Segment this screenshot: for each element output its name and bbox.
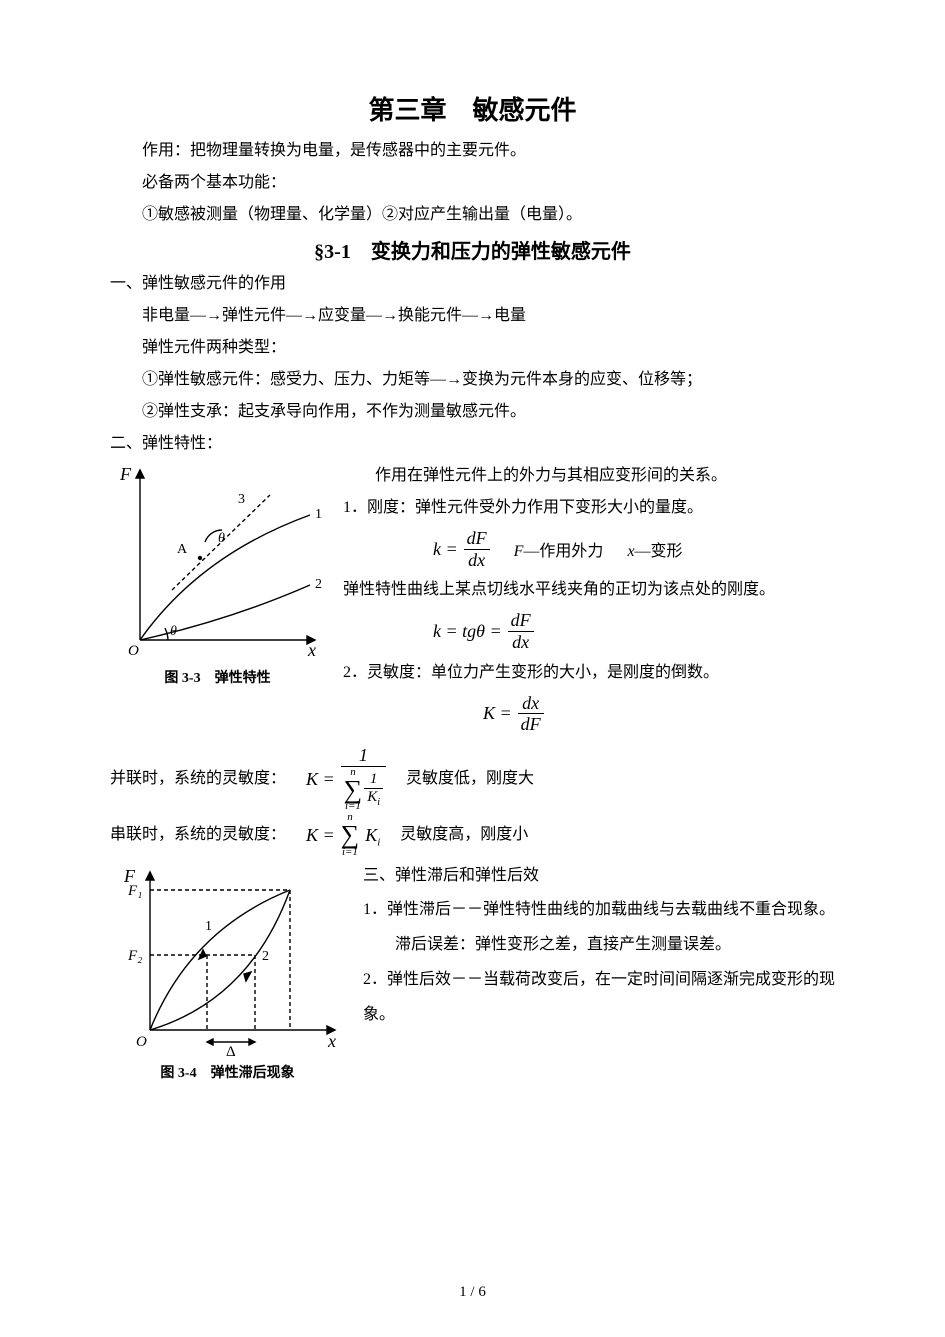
figure-3-3-svg: F x O A θ θ 1 2 3 bbox=[110, 460, 325, 665]
eq-K-sensitivity: K = dx dF bbox=[483, 693, 835, 735]
heading-2: 二、弹性特性： bbox=[110, 428, 835, 460]
eq1-ann1: F—作用外力 bbox=[514, 537, 604, 561]
type-2: ②弹性支承：起支承导向作用，不作为测量敏感元件。 bbox=[110, 396, 835, 428]
eq-k-tan: k = tgθ = dF dx bbox=[433, 610, 835, 652]
parallel-num: 1 bbox=[356, 745, 371, 766]
eq-k-stiffness: k = dF dx F—作用外力 x—变形 bbox=[433, 528, 835, 570]
series-term-sub: i bbox=[377, 836, 380, 848]
eq1-ann1-sym: F bbox=[514, 543, 524, 560]
parallel-lhs: K = bbox=[306, 761, 335, 797]
eq2-num: dF bbox=[508, 610, 534, 631]
flow-line: 非电量—→弹性元件—→应变量—→换能元件—→电量 bbox=[110, 300, 835, 332]
eq3-den: dF bbox=[518, 714, 544, 735]
sec3-p2: 滞后误差：弹性变形之差，直接产生测量误差。 bbox=[363, 927, 835, 962]
figure-3-3-caption: 图 3-3 弹性特性 bbox=[110, 667, 325, 687]
fig34-lbl2: 2 bbox=[262, 949, 269, 964]
type-1: ①弹性敏感元件：感受力、压力、力矩等—→变换为元件本身的应变、位移等； bbox=[110, 364, 835, 396]
elastic-char-row: F x O A θ θ 1 2 3 图 3-3 弹性特性 作用在弹性元件上的外力… bbox=[110, 460, 835, 739]
heading-3: 三、弹性滞后和弹性后效 bbox=[363, 860, 835, 892]
series-row: 串联时，系统的灵敏度： K = n ∑ i=1 Ki 灵敏度高，刚度小 bbox=[110, 812, 835, 857]
parallel-inner-sub: i bbox=[377, 797, 380, 808]
series-sum-bot: i=1 bbox=[342, 847, 358, 858]
sec2-p3: 弹性特性曲线上某点切线水平线夹角的正切为该点处的刚度。 bbox=[343, 574, 835, 606]
figure-3-3: F x O A θ θ 1 2 3 图 3-3 弹性特性 bbox=[110, 460, 325, 687]
series-label: 串联时，系统的灵敏度： bbox=[110, 819, 286, 851]
fig33-F-label: F bbox=[119, 464, 132, 484]
eq3-num: dx bbox=[519, 693, 542, 714]
parallel-sum: n ∑ i=1 bbox=[344, 767, 363, 812]
fig34-x-label: x bbox=[327, 1031, 336, 1051]
eq3-lhs: K = bbox=[483, 703, 512, 724]
fig33-theta1: θ bbox=[218, 531, 225, 546]
page-number: 1 / 6 bbox=[0, 1284, 945, 1301]
intro-p1: 作用：把物理量转换为电量，是传感器中的主要元件。 bbox=[110, 135, 835, 167]
eq1-num: dF bbox=[464, 528, 490, 549]
fig33-lbl2: 2 bbox=[315, 577, 322, 592]
fig34-lbl1: 1 bbox=[205, 919, 212, 934]
fig33-point-A: A bbox=[177, 542, 188, 557]
parallel-inner-num: 1 bbox=[367, 771, 381, 788]
parallel-row: 并联时，系统的灵敏度： K = 1 n ∑ i=1 1 Ki bbox=[110, 745, 835, 812]
types-intro: 弹性元件两种类型： bbox=[110, 332, 835, 364]
figure-3-4: F x O F₁ F₂ 1 2 Δ 图 3-4 弹性滞后现象 bbox=[110, 860, 345, 1082]
sec2-p4: 2．灵敏度：单位力产生变形的大小，是刚度的倒数。 bbox=[343, 657, 835, 689]
figure-3-4-caption: 图 3-4 弹性滞后现象 bbox=[110, 1062, 345, 1082]
hysteresis-row: F x O F₁ F₂ 1 2 Δ 图 3-4 弹性滞后现象 三、弹性滞后和弹性… bbox=[110, 860, 835, 1082]
fig34-delta: Δ bbox=[226, 1044, 236, 1060]
document-page: 第三章 敏感元件 作用：把物理量转换为电量，是传感器中的主要元件。 必备两个基本… bbox=[0, 0, 945, 1337]
parallel-note: 灵敏度低，刚度大 bbox=[406, 763, 534, 795]
eq1-ann2-sym: x bbox=[627, 543, 634, 560]
fig33-lbl3: 3 bbox=[238, 492, 245, 507]
parallel-label: 并联时，系统的灵敏度： bbox=[110, 763, 286, 795]
eq2-pre: k = tgθ = bbox=[433, 621, 502, 642]
eq1-ann1-txt: —作用外力 bbox=[523, 543, 603, 560]
eq2-den: dx bbox=[509, 632, 532, 653]
intro-p3: ①敏感被测量（物理量、化学量）②对应产生输出量（电量）。 bbox=[110, 199, 835, 231]
section-3-1-title: §3-1 变换力和压力的弹性敏感元件 bbox=[110, 235, 835, 264]
figure-3-4-svg: F x O F₁ F₂ 1 2 Δ bbox=[110, 860, 345, 1060]
fig34-F1: F₁ bbox=[127, 883, 142, 899]
fig33-lbl1: 1 bbox=[315, 507, 322, 522]
series-sum: n ∑ i=1 bbox=[341, 812, 360, 857]
sec3-p3: 2．弹性后效－－当载荷改变后，在一定时间间隔逐渐完成变形的现象。 bbox=[363, 962, 835, 1032]
eq1-lhs: k = bbox=[433, 539, 458, 560]
section-3-text: 三、弹性滞后和弹性后效 1．弹性滞后－－弹性特性曲线的加载曲线与去载曲线不重合现… bbox=[363, 860, 835, 1033]
eq1-ann2: x—变形 bbox=[627, 537, 682, 561]
eq1-den: dx bbox=[465, 550, 488, 571]
parallel-inner-den: K bbox=[367, 789, 377, 805]
fig33-theta2: θ bbox=[170, 624, 177, 639]
fig33-x-label: x bbox=[307, 640, 316, 660]
series-note: 灵敏度高，刚度小 bbox=[400, 819, 528, 851]
sec3-p1: 1．弹性滞后－－弹性特性曲线的加载曲线与去载曲线不重合现象。 bbox=[363, 892, 835, 927]
chapter-title: 第三章 敏感元件 bbox=[110, 90, 835, 127]
elastic-char-text: 作用在弹性元件上的外力与其相应变形间的关系。 1．刚度：弹性元件受外力作用下变形… bbox=[343, 460, 835, 739]
fig34-F2: F₂ bbox=[127, 948, 142, 964]
eq1-ann2-txt: —变形 bbox=[635, 543, 683, 560]
series-lhs: K = bbox=[306, 817, 335, 853]
series-term: K bbox=[365, 825, 377, 845]
sec2-p2: 1．刚度：弹性元件受外力作用下变形大小的量度。 bbox=[343, 492, 835, 524]
intro-p2: 必备两个基本功能： bbox=[110, 167, 835, 199]
sec2-p1: 作用在弹性元件上的外力与其相应变形间的关系。 bbox=[343, 460, 835, 492]
heading-1: 一、弹性敏感元件的作用 bbox=[110, 268, 835, 300]
fig33-origin: O bbox=[128, 643, 139, 659]
fig34-origin: O bbox=[136, 1034, 147, 1050]
